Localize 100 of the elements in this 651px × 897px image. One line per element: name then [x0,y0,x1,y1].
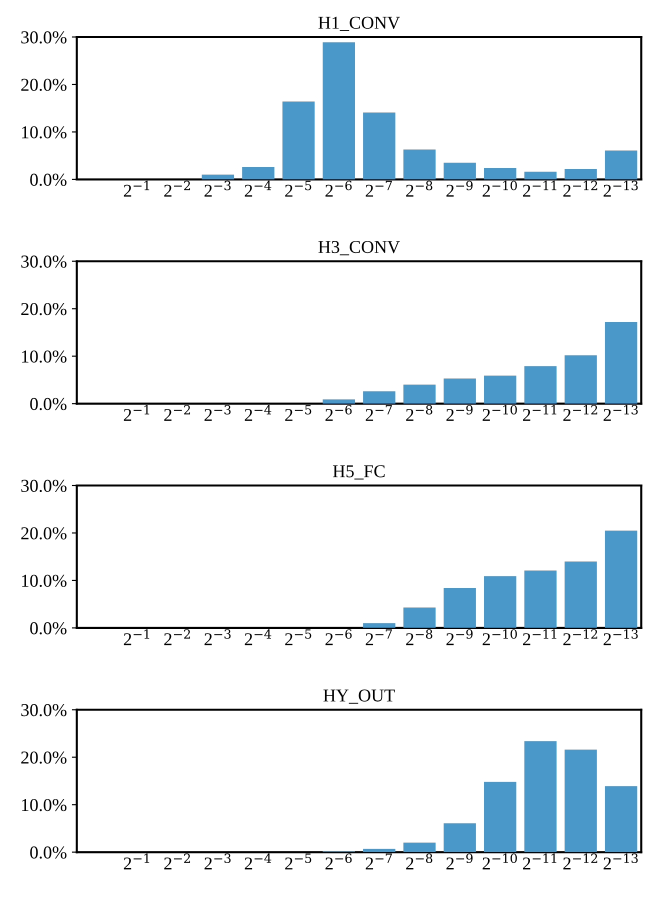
bar [444,162,476,180]
y-tick-label: 20.0% [21,302,66,316]
x-tick-label: 2$^{−13}$ [604,853,638,870]
y-tick-label: 0.0% [30,398,66,410]
bar [403,149,436,180]
x-tick-label: 2$^{−6}$ [325,629,352,646]
chart-title: H1_CONV [318,16,400,31]
bar [484,576,516,628]
x-tick-label: 2$^{−4}$ [244,180,272,197]
bar [484,376,516,404]
bar [604,322,638,404]
x-tick-label: 2$^{−11}$ [523,180,556,197]
y-tick-label: 10.0% [22,126,66,138]
x-tick-label: 2$^{−2}$ [164,404,190,421]
x-tick-label: 2$^{−10}$ [482,629,517,646]
x-tick-label: 2$^{−1}$ [124,629,150,646]
x-tick-label: 2$^{−12}$ [563,404,598,421]
bar [444,823,476,852]
bar [363,391,396,404]
bar [484,782,516,852]
bar [444,588,476,628]
x-tick-label: 2$^{−7}$ [366,854,392,870]
bar [564,561,597,628]
x-tick-label: 2$^{−11}$ [523,404,556,421]
bar [322,42,355,180]
x-tick-label: 2$^{−8}$ [406,853,432,870]
x-tick-label: 2$^{−9}$ [446,180,473,197]
bar [282,102,315,180]
y-tick-label: 20.0% [21,527,66,540]
x-tick-label: 2$^{−7}$ [366,180,392,197]
x-tick-label: 2$^{−2}$ [164,853,190,870]
x-tick-label: 2$^{−9}$ [446,629,473,646]
bar [444,378,476,404]
bar [564,168,597,180]
x-tick-label: 2$^{−4}$ [244,629,272,646]
bar [484,168,516,180]
x-tick-label: 2$^{−1}$ [124,853,150,870]
x-tick-label: 2$^{−13}$ [604,629,638,646]
bar [242,167,274,180]
bar [524,570,557,628]
chart-title: H5_FC [332,465,385,480]
x-tick-label: 2$^{−5}$ [285,629,312,646]
bar [403,842,436,852]
x-tick-label: 2$^{−1}$ [124,180,150,197]
x-tick-label: 2$^{−11}$ [523,853,556,870]
x-tick-label: 2$^{−9}$ [446,853,473,870]
bar [403,384,436,404]
x-tick-label: 2$^{−13}$ [604,180,638,197]
y-tick-label: 10.0% [22,574,66,587]
x-tick-label: 2$^{−11}$ [523,629,556,646]
y-tick-label: 30.0% [21,256,66,268]
y-tick-label: 30.0% [21,31,66,44]
x-tick-label: 2$^{−12}$ [563,629,598,646]
x-tick-label: 2$^{−2}$ [164,629,190,646]
x-tick-label: 2$^{−3}$ [204,180,231,197]
x-tick-label: 2$^{−3}$ [204,629,231,646]
x-tick-label: 2$^{−6}$ [325,180,352,197]
chart-title: HY_OUT [323,689,395,704]
x-tick-label: 2$^{−8}$ [406,180,432,197]
x-tick-label: 2$^{−13}$ [604,404,638,421]
x-tick-label: 2$^{−10}$ [482,853,517,870]
bar [524,741,557,852]
x-tick-label: 2$^{−10}$ [482,180,517,197]
bar [322,399,355,404]
x-tick-label: 2$^{−3}$ [204,853,231,870]
x-tick-label: 2$^{−7}$ [366,629,392,646]
bar [403,607,436,628]
x-tick-label: 2$^{−8}$ [406,629,432,646]
bar [564,355,597,404]
x-tick-label: 2$^{−9}$ [446,404,473,421]
x-tick-label: 2$^{−4}$ [244,404,272,421]
x-tick-label: 2$^{−2}$ [164,180,190,197]
x-tick-label: 2$^{−1}$ [124,404,150,421]
x-tick-label: 2$^{−6}$ [325,853,352,870]
y-tick-label: 30.0% [21,480,66,492]
x-tick-label: 2$^{−6}$ [325,404,352,421]
y-tick-label: 30.0% [21,704,66,716]
y-tick-label: 10.0% [22,798,66,812]
x-tick-label: 2$^{−5}$ [285,180,312,197]
bar [363,623,396,628]
bar [524,172,557,180]
x-tick-label: 2$^{−4}$ [244,853,272,870]
x-tick-label: 2$^{−7}$ [366,405,392,421]
x-tick-label: 2$^{−10}$ [482,404,517,421]
x-tick-label: 2$^{−5}$ [285,854,312,870]
bar [363,848,396,852]
chart-title: H3_CONV [318,240,400,256]
bar [604,530,638,628]
x-tick-label: 2$^{−3}$ [204,404,231,421]
bar [524,366,557,404]
bar [202,174,234,180]
x-tick-label: 2$^{−12}$ [563,853,598,870]
y-tick-label: 0.0% [30,846,66,859]
x-tick-label: 2$^{−12}$ [563,180,598,197]
x-tick-label: 2$^{−8}$ [406,404,432,421]
bar [604,150,638,180]
y-tick-label: 20.0% [21,751,66,764]
y-tick-label: 20.0% [21,78,66,91]
y-tick-label: 0.0% [30,622,66,634]
bar [363,112,396,180]
